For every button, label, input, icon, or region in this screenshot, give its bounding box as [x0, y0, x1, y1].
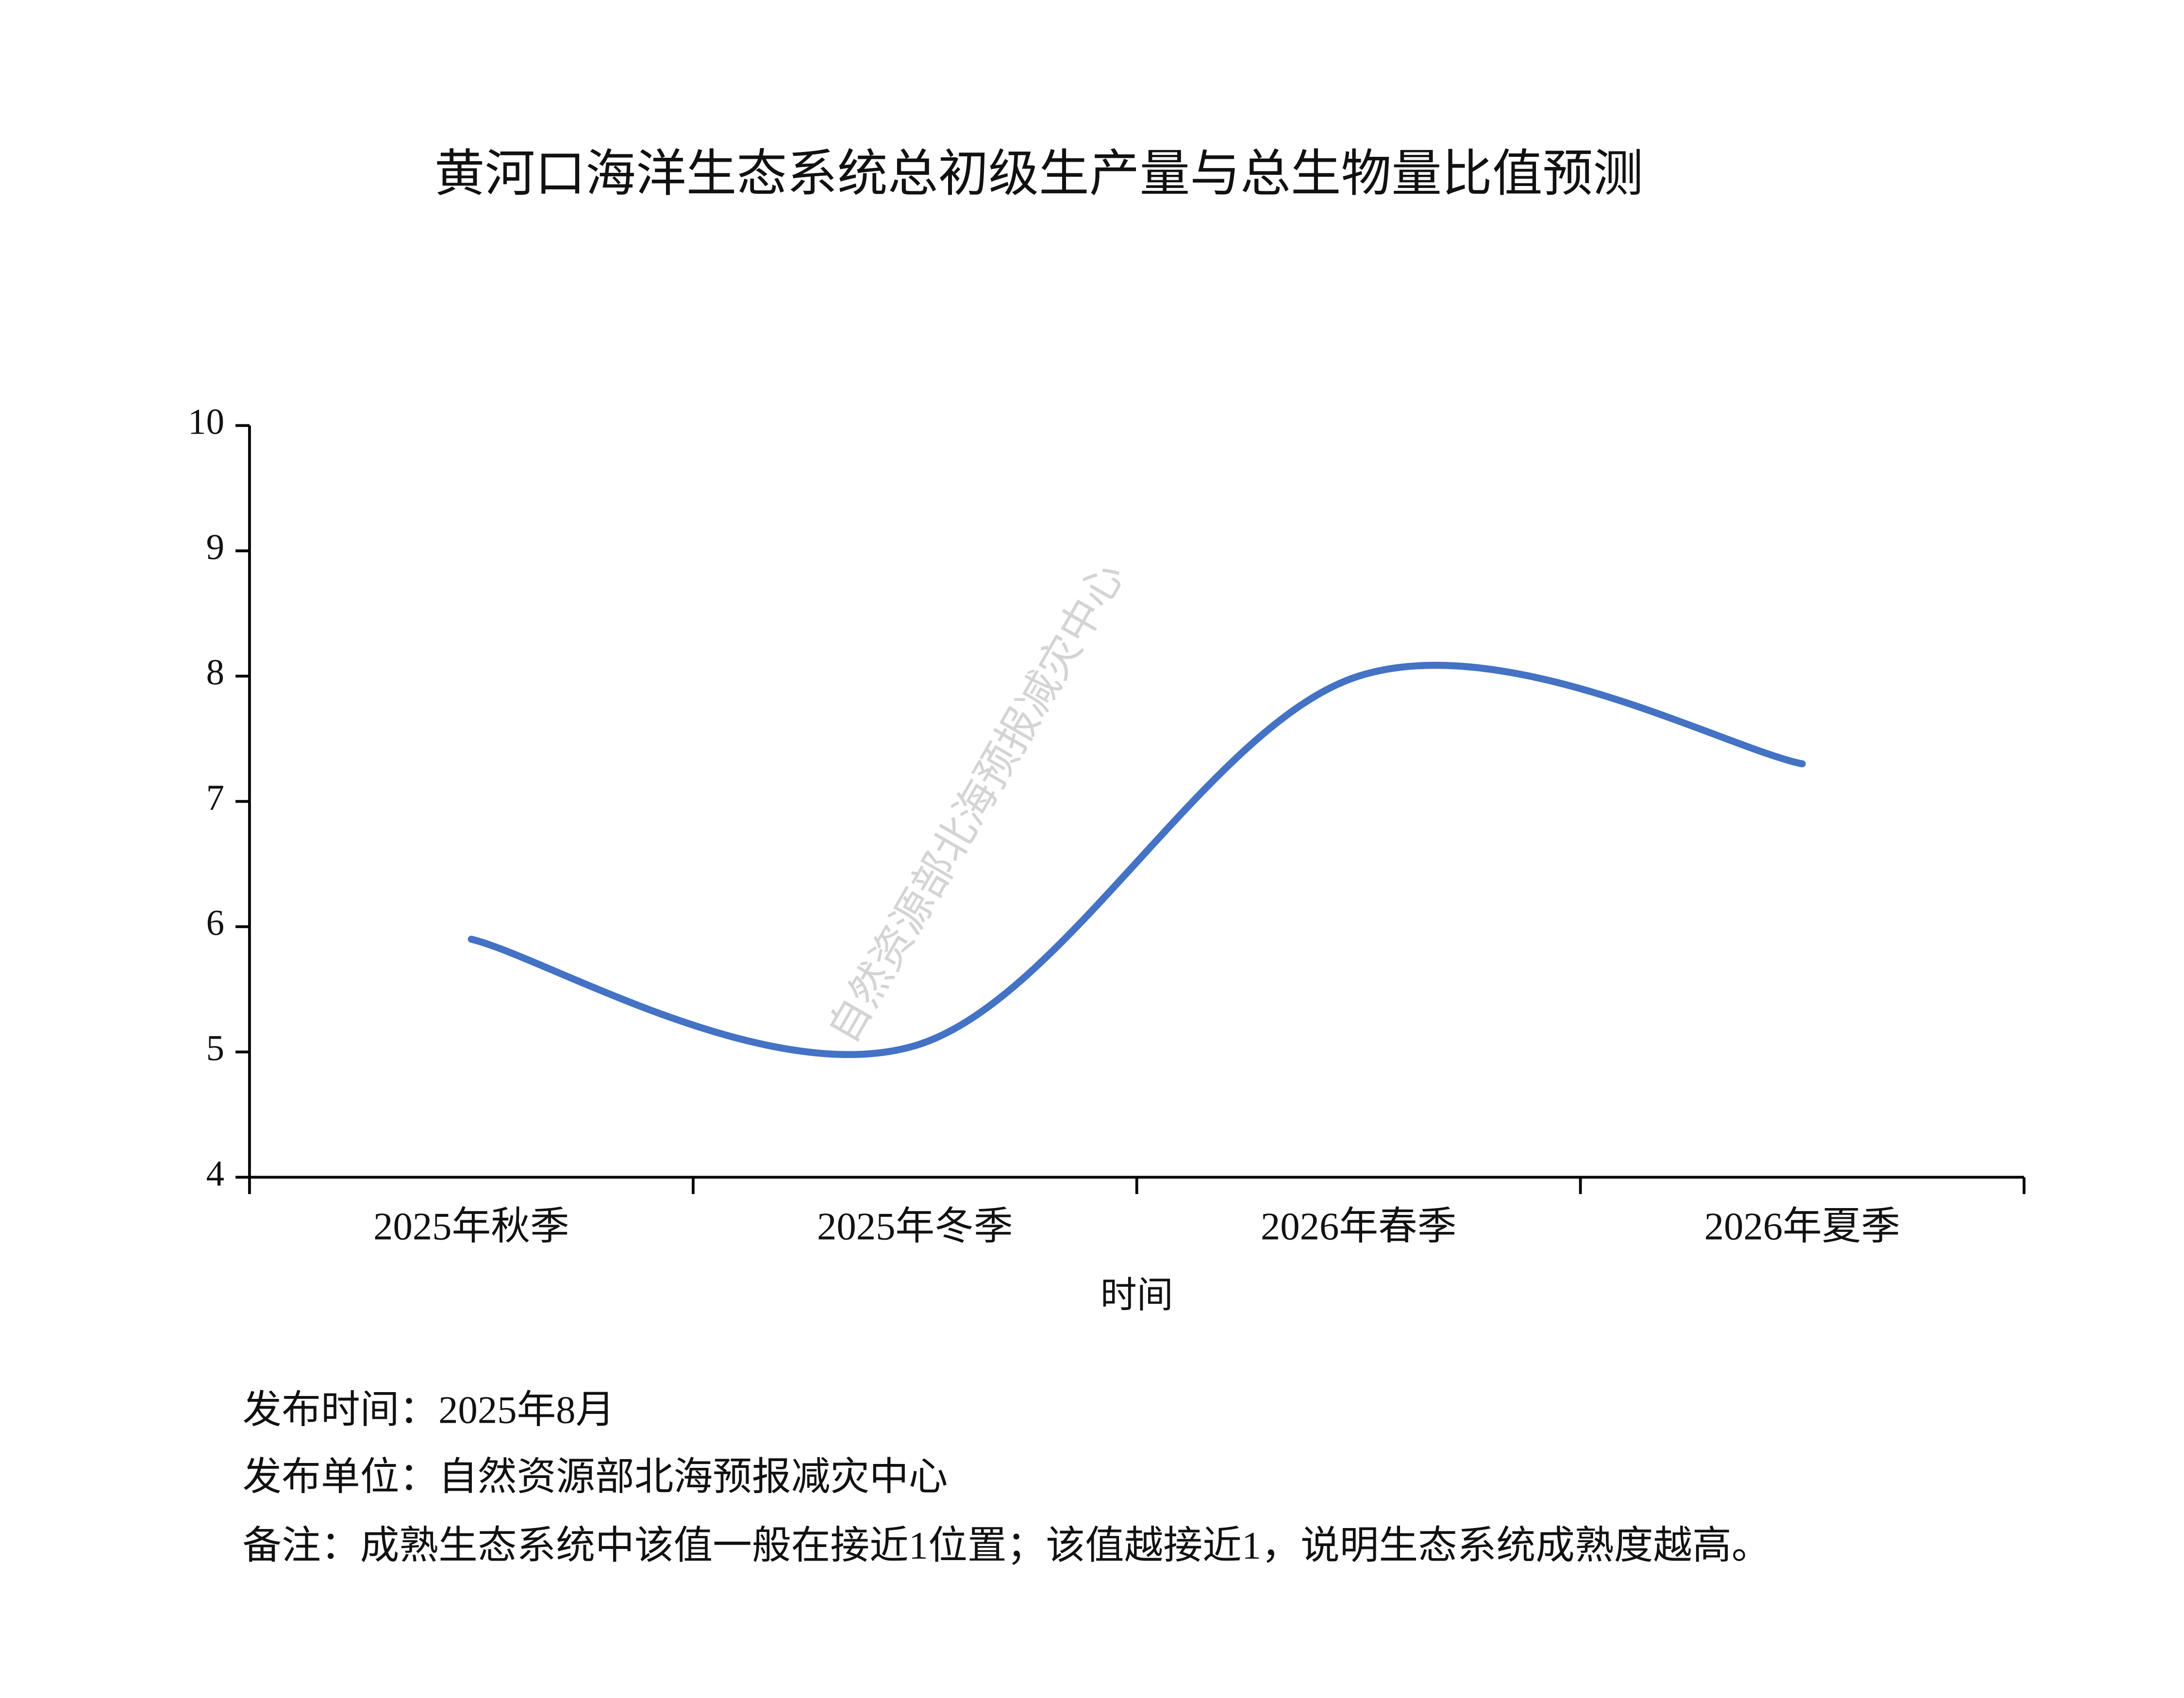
- note: 发布时间：2025年8月: [243, 1388, 615, 1431]
- x-tick-label: 2026年春季: [1261, 1205, 1457, 1248]
- y-tick-label: 7: [206, 778, 224, 818]
- series-line: [467, 661, 1806, 1058]
- note: 备注：成熟生态系统中该值一般在接近1位置；该值越接近1，说明生态系统成熟度越高。: [243, 1524, 1771, 1567]
- y-tick-label: 8: [206, 653, 224, 693]
- x-axis-label: 时间: [1100, 1276, 1173, 1316]
- x-tick-label: 2026年夏季: [1704, 1205, 1901, 1248]
- y-tick-label: 9: [206, 527, 224, 568]
- y-tick-label: 10: [188, 402, 224, 442]
- y-tick-label: 4: [206, 1154, 224, 1194]
- x-tick-label: 2025年冬季: [817, 1205, 1013, 1248]
- y-tick-label: 6: [206, 903, 224, 943]
- chart-title: 黄河口海洋生态系统总初级生产量与总生物量比值预测: [434, 147, 1643, 202]
- x-tick-label: 2025年秋季: [373, 1205, 569, 1248]
- note: 发布单位：自然资源部北海预报减灾中心: [243, 1456, 948, 1499]
- y-tick-label: 5: [206, 1028, 224, 1069]
